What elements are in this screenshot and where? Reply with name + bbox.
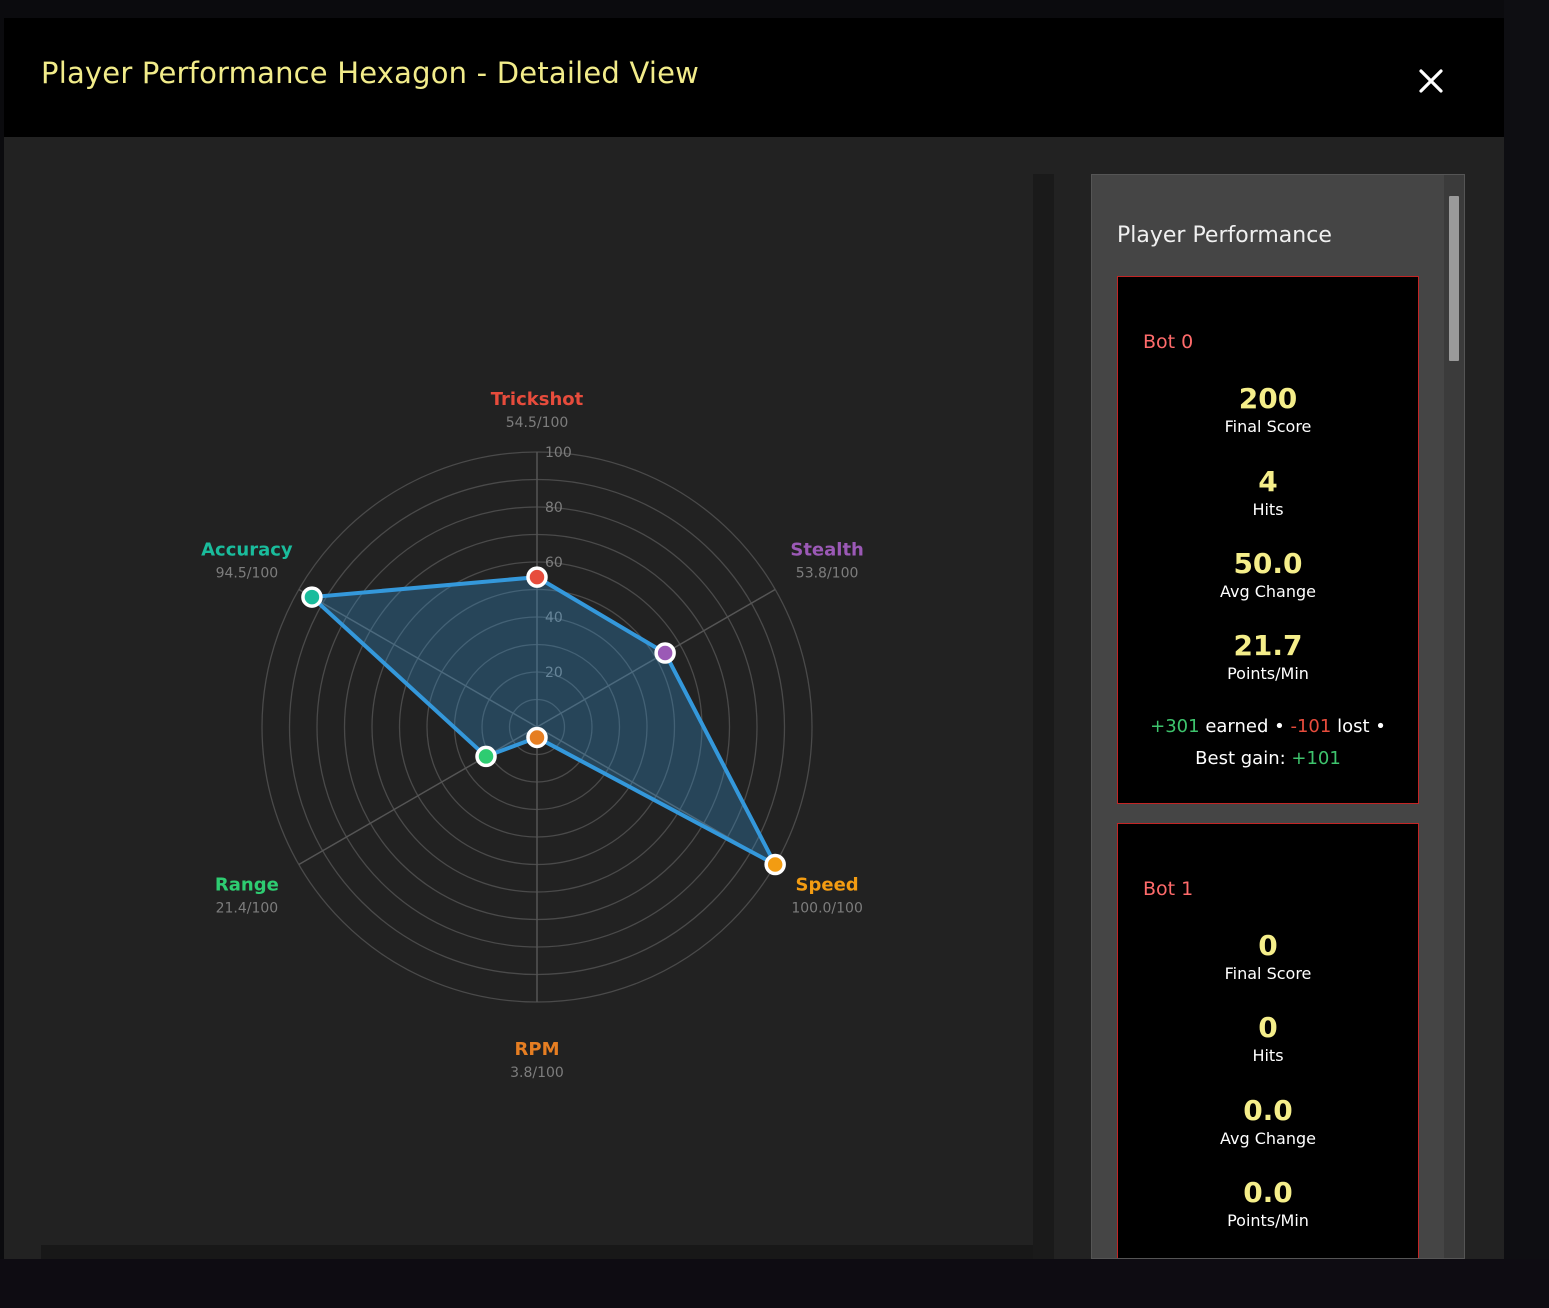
radial-tick-label: 100 <box>545 445 572 461</box>
bot-name: Bot 1 <box>1143 878 1194 900</box>
radial-tick-label: 60 <box>545 555 563 571</box>
final-score-value: 0 <box>1258 929 1278 962</box>
backdrop-bottom <box>0 1259 1549 1308</box>
axis-label: Accuracy <box>201 540 293 561</box>
axis-label: Trickshot <box>491 389 584 410</box>
bot-card-1: Bot 1 0 Final Score 0 Hits 0.0 Avg Chang… <box>1117 823 1419 1258</box>
points-per-min-label: Points/Min <box>1227 1211 1309 1230</box>
chart-horizontal-scrollbar[interactable] <box>41 1245 1033 1259</box>
modal-header: Player Performance Hexagon - Detailed Vi… <box>4 18 1504 137</box>
radial-tick-label: 80 <box>545 500 563 516</box>
hits-label: Hits <box>1252 500 1284 519</box>
radial-tick-label: 20 <box>545 665 563 681</box>
data-point-rpm <box>526 726 548 749</box>
points-per-min-stat: 21.7 Points/Min <box>1118 630 1418 684</box>
points-per-min-value: 0.0 <box>1243 1176 1293 1209</box>
points-per-min-label: Points/Min <box>1227 664 1309 683</box>
earned-label: earned • <box>1199 716 1291 737</box>
avg-change-stat: 50.0 Avg Change <box>1118 548 1418 602</box>
radar-series-area <box>309 575 778 867</box>
axis-value-label: 94.5/100 <box>216 566 279 582</box>
axis-label: Range <box>215 875 279 896</box>
radar-series <box>301 566 786 876</box>
avg-change-stat: 0.0 Avg Change <box>1118 1095 1418 1149</box>
radar-grid <box>261 451 813 1003</box>
axis-value-label: 53.8/100 <box>796 566 859 582</box>
data-point-stealth <box>654 642 676 664</box>
avg-change-value: 50.0 <box>1233 547 1303 580</box>
final-score-label: Final Score <box>1224 964 1312 983</box>
backdrop-right <box>1504 0 1549 1308</box>
modal-title: Player Performance Hexagon - Detailed Vi… <box>41 56 700 90</box>
data-point-accuracy <box>301 586 323 608</box>
hits-value: 4 <box>1258 465 1278 498</box>
axis-value-label: 3.8/100 <box>510 1065 564 1081</box>
lost-value: -101 <box>1290 716 1332 737</box>
score-summary: +301 earned • -101 lost • Best gain: +10… <box>1118 711 1418 775</box>
data-point-trickshot <box>526 566 548 588</box>
hits-stat: 4 Hits <box>1118 466 1418 520</box>
points-per-min-stat: 0.0 Points/Min <box>1118 1177 1418 1231</box>
axis-value-label: 54.5/100 <box>506 415 569 431</box>
panel-scrollbar-thumb[interactable] <box>1449 196 1459 361</box>
axis-value-label: 100.0/100 <box>791 901 863 917</box>
points-per-min-value: 21.7 <box>1233 629 1303 662</box>
hits-label: Hits <box>1252 1046 1284 1065</box>
best-gain-label: Best gain: <box>1195 748 1292 769</box>
player-performance-panel: Player Performance Bot 0 200 Final Score… <box>1091 174 1465 1259</box>
radar-tick-labels: 20 40 60 80 100 <box>545 445 572 681</box>
close-button[interactable] <box>1412 62 1450 100</box>
radar-chart-area: 20 40 60 80 100 Trickshot 54.5/100 Stealth 53.8… <box>41 174 1033 1245</box>
chart-vertical-scrollbar[interactable] <box>1033 174 1054 1259</box>
hits-stat: 0 Hits <box>1118 1012 1418 1066</box>
modal-dialog: Player Performance Hexagon - Detailed Vi… <box>4 18 1504 1259</box>
radar-chart: 20 40 60 80 100 Trickshot 54.5/100 Stealth 53.8… <box>201 389 864 1081</box>
panel-scrollbar[interactable] <box>1444 175 1464 1258</box>
final-score-label: Final Score <box>1224 417 1312 436</box>
data-point-speed <box>764 853 786 876</box>
earned-value: +301 <box>1150 716 1200 737</box>
axis-label: Speed <box>796 875 859 896</box>
final-score-stat: 0 Final Score <box>1118 930 1418 984</box>
bot-name: Bot 0 <box>1143 331 1194 353</box>
best-gain-value: +101 <box>1291 748 1341 769</box>
panel-title: Player Performance <box>1117 223 1332 248</box>
avg-change-label: Avg Change <box>1220 582 1316 601</box>
axis-label: RPM <box>515 1039 560 1060</box>
avg-change-value: 0.0 <box>1243 1094 1293 1127</box>
bot-card-0: Bot 0 200 Final Score 4 Hits 50.0 Avg Ch… <box>1117 276 1419 804</box>
radial-tick-label: 40 <box>545 610 563 626</box>
data-point-range <box>475 745 497 768</box>
grid-spoke <box>298 726 538 866</box>
final-score-value: 200 <box>1238 382 1298 415</box>
radar-axis-labels: Trickshot 54.5/100 Stealth 53.8/100 Speed 100… <box>201 389 864 1081</box>
grid-spoke <box>298 588 538 728</box>
axis-label: Stealth <box>790 540 864 561</box>
final-score-stat: 200 Final Score <box>1118 383 1418 437</box>
close-icon[interactable] <box>1412 62 1450 100</box>
hits-value: 0 <box>1258 1011 1278 1044</box>
axis-value-label: 21.4/100 <box>216 901 279 917</box>
lost-label: lost • <box>1331 716 1386 737</box>
avg-change-label: Avg Change <box>1220 1129 1316 1148</box>
